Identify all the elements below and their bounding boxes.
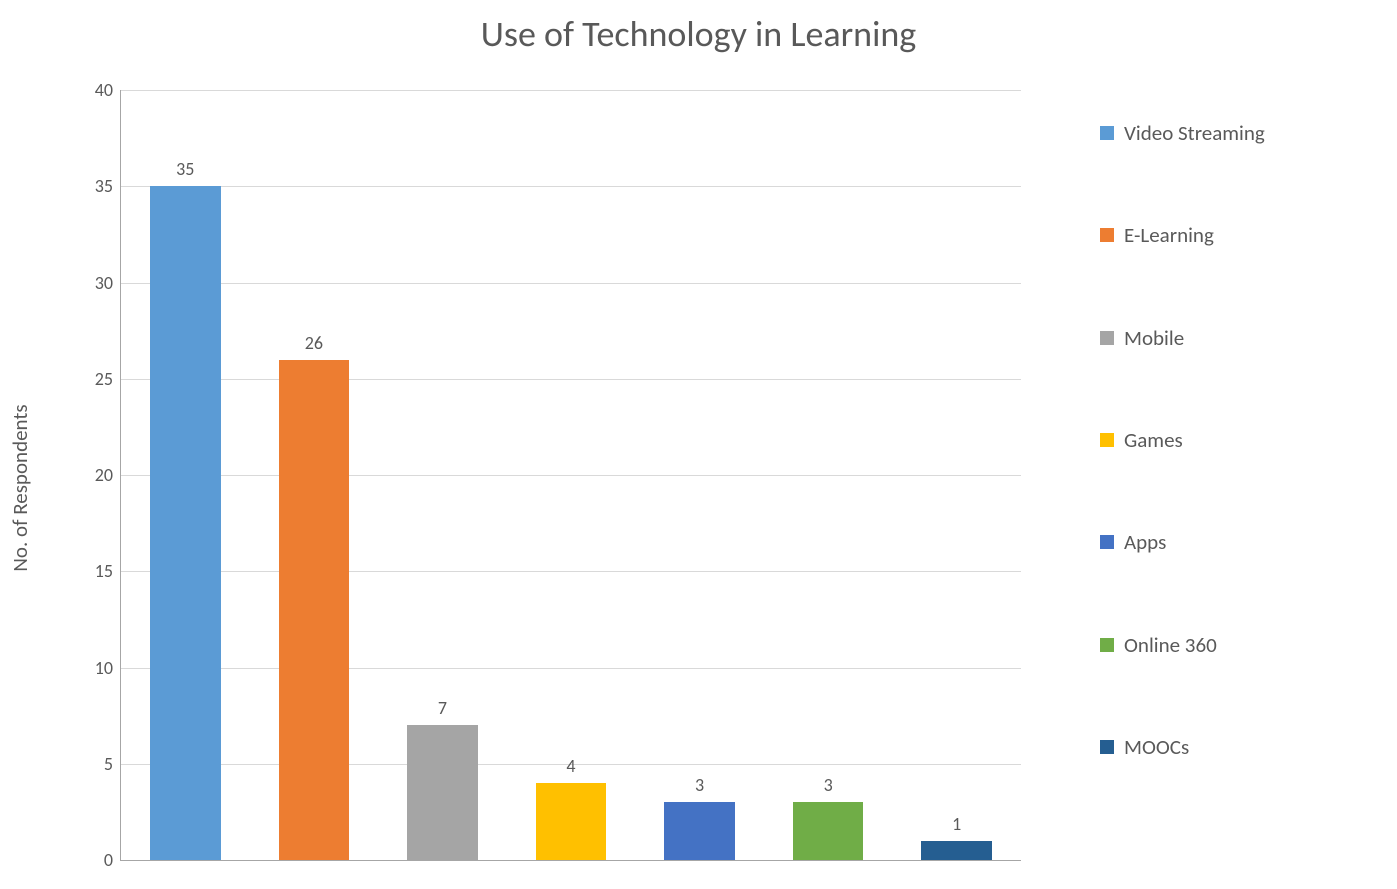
gridline — [121, 283, 1021, 284]
legend-item: Online 360 — [1100, 632, 1380, 658]
gridline — [121, 90, 1021, 91]
bar-value-label: 3 — [824, 774, 833, 796]
bar-value-label: 4 — [566, 755, 575, 777]
legend-label: E-Learning — [1124, 222, 1214, 248]
bar-value-label: 3 — [695, 774, 704, 796]
legend-label: Online 360 — [1124, 632, 1217, 658]
y-tick-label: 25 — [95, 368, 113, 390]
legend: Video Streaming E-Learning Mobile Games Apps… — [1100, 120, 1380, 760]
bar: 3 — [664, 802, 735, 860]
gridline — [121, 571, 1021, 572]
legend-label: MOOCs — [1124, 734, 1189, 760]
legend-label: Games — [1124, 427, 1183, 453]
legend-swatch-icon — [1100, 638, 1114, 652]
legend-label: Video Streaming — [1124, 120, 1265, 146]
legend-item: E-Learning — [1100, 222, 1380, 248]
bar: 35 — [150, 186, 221, 860]
bar: 4 — [536, 783, 607, 860]
y-tick-label: 10 — [95, 657, 113, 679]
y-tick-label: 20 — [95, 464, 113, 486]
y-tick-label: 5 — [104, 753, 113, 775]
gridline — [121, 379, 1021, 380]
plot-area: 0510152025303540352674331 — [120, 90, 1021, 861]
legend-swatch-icon — [1100, 740, 1114, 754]
gridline — [121, 186, 1021, 187]
legend-swatch-icon — [1100, 535, 1114, 549]
legend-item: Mobile — [1100, 325, 1380, 351]
legend-swatch-icon — [1100, 433, 1114, 447]
legend-swatch-icon — [1100, 126, 1114, 140]
chart-title: Use of Technology in Learning — [0, 12, 1397, 56]
legend-item: Games — [1100, 427, 1380, 453]
y-tick-label: 40 — [95, 79, 113, 101]
y-tick-label: 30 — [95, 272, 113, 294]
y-axis-label: No. of Respondents — [7, 388, 33, 588]
bar-value-label: 7 — [438, 697, 447, 719]
gridline — [121, 668, 1021, 669]
legend-label: Apps — [1124, 529, 1166, 555]
y-tick-label: 0 — [104, 849, 113, 871]
y-tick-label: 35 — [95, 175, 113, 197]
bar-value-label: 35 — [176, 158, 194, 180]
bar: 7 — [407, 725, 478, 860]
bar: 3 — [793, 802, 864, 860]
bar: 1 — [921, 841, 992, 860]
gridline — [121, 475, 1021, 476]
legend-item: Apps — [1100, 529, 1380, 555]
y-tick-label: 15 — [95, 560, 113, 582]
legend-item: Video Streaming — [1100, 120, 1380, 146]
legend-label: Mobile — [1124, 325, 1184, 351]
legend-swatch-icon — [1100, 331, 1114, 345]
chart-container: Use of Technology in Learning No. of Res… — [0, 0, 1397, 889]
legend-item: MOOCs — [1100, 734, 1380, 760]
legend-swatch-icon — [1100, 228, 1114, 242]
bar-value-label: 26 — [305, 332, 323, 354]
bar: 26 — [279, 360, 350, 861]
bar-value-label: 1 — [952, 813, 961, 835]
